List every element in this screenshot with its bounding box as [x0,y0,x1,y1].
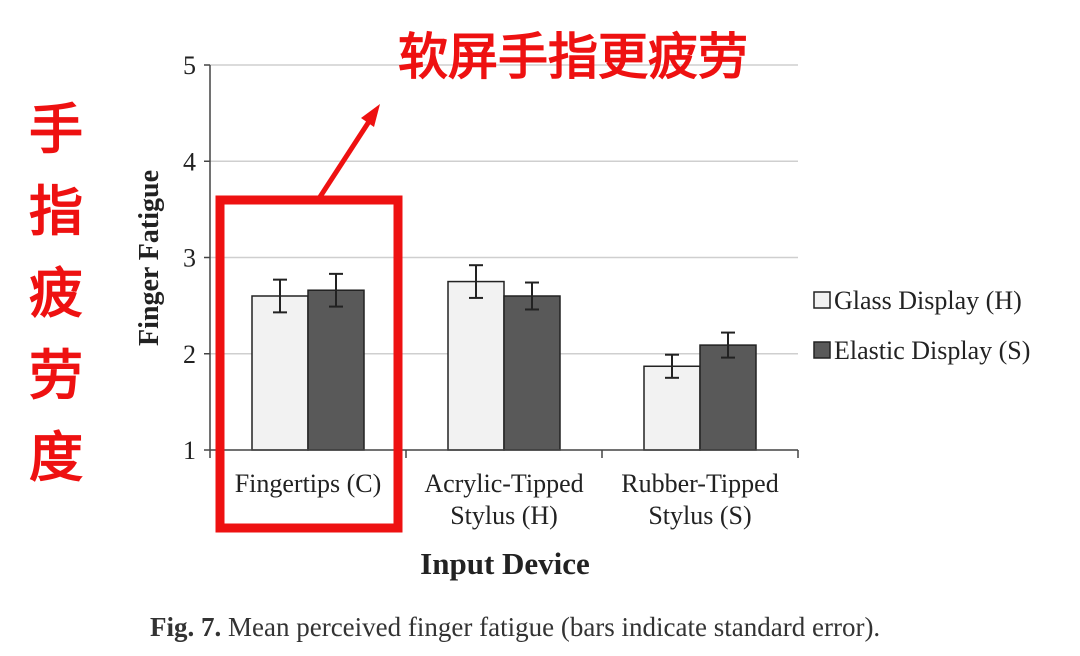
x-tick-label: Fingertips (C) [235,469,382,498]
x-tick-label: Stylus (S) [648,501,751,530]
y-tick-label: 1 [183,436,196,465]
y-tick-label: 2 [183,340,196,369]
y-axis-label: Finger Fatigue [134,170,165,346]
bar [307,289,365,451]
legend-swatch [813,341,831,359]
annotation-top-note: 软屏手指更疲劳 [398,28,748,86]
x-axis-label: Input Device [420,546,590,581]
y-tick-label: 3 [183,244,196,273]
legend-swatch [813,291,831,309]
bar [503,295,561,451]
legend-label: Elastic Display (S) [834,336,1030,365]
annotation-arrow-line [315,118,373,202]
annotation-side-char: 度 [29,426,83,489]
bar [699,344,757,451]
figure-caption: Fig. 7. Mean perceived finger fatigue (b… [150,612,880,642]
bar [447,280,505,451]
y-tick-label: 5 [183,51,196,80]
annotation-arrowhead [361,104,380,127]
x-tick-label: Rubber-Tipped [621,469,778,498]
annotation-side-char: 手 [29,98,83,161]
bars [251,264,757,451]
caption-label: Fig. 7. [150,612,221,642]
annotation-side-char: 劳 [29,344,83,407]
bar [643,365,701,451]
annotation-side-char: 指 [29,180,83,243]
legend-label: Glass Display (H) [834,286,1022,315]
legend: Glass Display (H) Elastic Display (S) [813,286,1030,365]
x-tick-label: Acrylic-Tipped [424,469,583,498]
x-tick-label: Stylus (H) [450,501,558,530]
highlight-box [215,195,403,533]
y-tick-label: 4 [183,147,196,176]
bar [251,295,309,451]
caption-text: Mean perceived finger fatigue (bars indi… [221,612,880,642]
x-axis: Fingertips (C) Acrylic-Tipped Stylus (H) Ru… [209,449,799,530]
y-axis: 1 2 3 4 5 [183,51,211,465]
annotation-side-char: 疲 [29,262,83,325]
